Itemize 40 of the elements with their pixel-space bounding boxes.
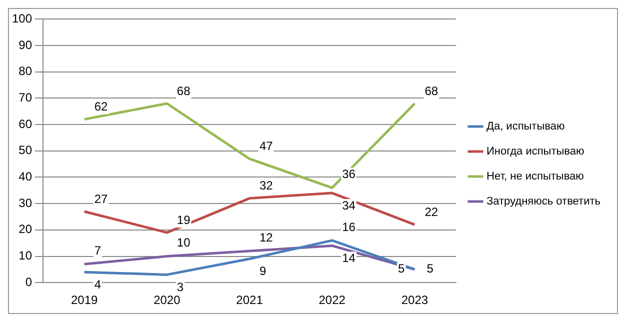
data-label: 5 [426,262,434,276]
data-label: 3 [176,280,184,294]
legend-label: Иногда испытываю [486,146,584,158]
data-label: 68 [176,84,191,98]
y-tick-label: 90 [18,38,32,52]
data-label: 32 [260,178,274,193]
data-label: 14 [342,251,356,266]
data-label: 5 [398,262,406,276]
data-label: 10 [176,236,191,250]
y-tick-label: 20 [18,222,32,236]
data-label: 36 [342,167,356,182]
y-tick-label: 50 [18,143,32,158]
y-tick-label: 40 [18,170,32,184]
y-tick-label: 0 [25,274,32,289]
legend-label: Нет, не испытываю [486,170,584,183]
legend-label: Затрудняюсь ответить [486,196,601,208]
data-label: 62 [94,100,108,114]
data-label: 16 [342,220,356,234]
y-tick-label: 60 [18,116,32,131]
y-tick-label: 70 [18,90,32,105]
y-tick-label: 100 [12,12,32,26]
data-label: 34 [342,198,356,212]
data-label: 27 [94,192,108,206]
y-tick-label: 80 [18,64,32,78]
data-label: 47 [260,139,274,154]
data-label: 7 [94,243,102,258]
x-tick-label: 2019 [70,293,98,308]
data-label: 4 [94,277,102,292]
x-tick-label: 2020 [154,293,181,308]
data-label: 12 [260,230,274,244]
data-label: 68 [424,84,438,98]
x-tick-label: 2022 [318,293,346,308]
data-label: 9 [260,264,267,278]
legend-label: Да, испытываю [486,120,565,133]
y-tick-label: 10 [18,248,32,263]
y-tick-label: 30 [18,196,32,210]
data-label: 22 [424,204,438,219]
data-label: 19 [176,212,191,227]
x-tick-label: 2021 [236,293,264,308]
x-tick-label: 2023 [401,293,428,308]
